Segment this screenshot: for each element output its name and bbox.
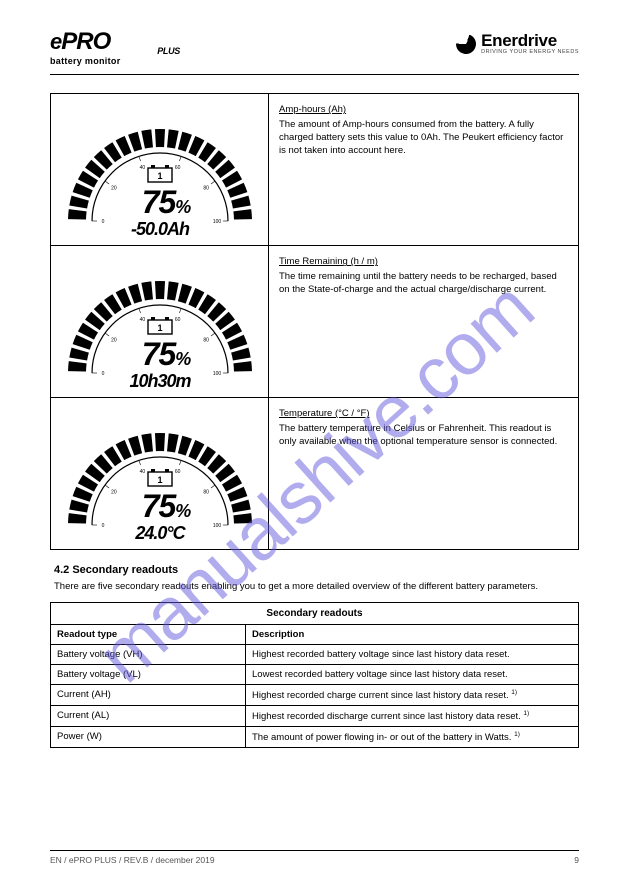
logo-right: Enerdrive DRIVING YOUR ENERGY NEEDS: [456, 32, 579, 55]
svg-text:0: 0: [101, 219, 104, 225]
page-footer: EN / ePRO PLUS / REV.B / december 2019 9: [50, 850, 579, 865]
brand-pro: PRO: [61, 28, 110, 55]
svg-text:80: 80: [203, 490, 209, 496]
svg-text:60: 60: [174, 165, 180, 171]
gauge-cell-0: 0 20 40 60 80 100 1 75%-50.0Ah: [51, 94, 269, 246]
svg-text:40: 40: [139, 317, 145, 323]
gauge-1: 0 20 40 60 80 100 1 75%10h30m: [60, 258, 260, 391]
brand-tagline: DRIVING YOUR ENERGY NEEDS: [481, 49, 579, 55]
footer-right: 9: [574, 855, 579, 865]
svg-text:40: 40: [139, 165, 145, 171]
svg-text:75%: 75%: [141, 184, 191, 220]
readtable-heading: Secondary readouts: [51, 602, 579, 624]
svg-text:75%: 75%: [141, 488, 191, 524]
page-header: ePRO PLUS battery monitor Enerdrive DRIV…: [50, 32, 579, 75]
desc-cell-2: Temperature (°C / °F) The battery temper…: [269, 398, 579, 550]
gauge-2: 0 20 40 60 80 100 1 75%24.0°C: [60, 410, 260, 543]
svg-text:0: 0: [101, 371, 104, 377]
svg-text:1: 1: [157, 323, 162, 333]
svg-text:24.0°C: 24.0°C: [134, 523, 186, 540]
svg-text:40: 40: [139, 469, 145, 475]
svg-text:80: 80: [203, 186, 209, 192]
readout-type-0: Battery voltage (VH): [51, 644, 246, 664]
footer-left: EN / ePRO PLUS / REV.B / december 2019: [50, 855, 215, 865]
brand-sub: battery monitor: [50, 56, 190, 66]
svg-text:-50.0Ah: -50.0Ah: [130, 219, 189, 236]
desc-title-2: Temperature (°C / °F): [279, 408, 568, 421]
logo-left: ePRO PLUS battery monitor: [50, 32, 190, 66]
readout-desc-4: The amount of power flowing in- or out o…: [246, 727, 579, 748]
svg-text:10h30m: 10h30m: [129, 371, 191, 388]
readout-type-4: Power (W): [51, 727, 246, 748]
svg-text:80: 80: [203, 338, 209, 344]
svg-text:60: 60: [174, 317, 180, 323]
section-title: 4.2 Secondary readouts: [54, 564, 579, 576]
svg-text:1: 1: [157, 171, 162, 181]
svg-text:20: 20: [111, 186, 117, 192]
desc-cell-0: Amp-hours (Ah) The amount of Amp-hours c…: [269, 94, 579, 246]
readout-desc-3: Highest recorded discharge current since…: [246, 705, 579, 726]
desc-cell-1: Time Remaining (h / m) The time remainin…: [269, 246, 579, 398]
desc-body-0: The amount of Amp-hours consumed from th…: [279, 119, 568, 157]
svg-text:1: 1: [157, 475, 162, 485]
svg-text:100: 100: [212, 523, 221, 529]
svg-text:100: 100: [212, 371, 221, 377]
enerdrive-swirl-icon: [453, 31, 479, 57]
desc-body-1: The time remaining until the battery nee…: [279, 271, 568, 297]
readout-type-1: Battery voltage (VL): [51, 664, 246, 684]
gauge-cell-2: 0 20 40 60 80 100 1 75%24.0°C: [51, 398, 269, 550]
readout-desc-1: Lowest recorded battery voltage since la…: [246, 664, 579, 684]
col-label-right: Description: [246, 624, 579, 644]
brand-e: e: [50, 29, 61, 54]
svg-text:20: 20: [111, 490, 117, 496]
svg-text:0: 0: [101, 523, 104, 529]
svg-text:75%: 75%: [141, 336, 191, 372]
readout-desc-0: Highest recorded battery voltage since l…: [246, 644, 579, 664]
svg-text:20: 20: [111, 338, 117, 344]
col-label-left: Readout type: [51, 624, 246, 644]
readout-type-2: Current (AH): [51, 684, 246, 705]
desc-body-2: The battery temperature in Celsius or Fa…: [279, 423, 568, 449]
section-intro: There are five secondary readouts enabli…: [54, 580, 579, 593]
secondary-readouts-table: Secondary readouts Readout type Descript…: [50, 602, 579, 748]
desc-title-1: Time Remaining (h / m): [279, 256, 568, 269]
svg-text:60: 60: [174, 469, 180, 475]
display-table: 020406080100 1 75%-50.0Ah Amp-hours (Ah)…: [50, 93, 579, 550]
gauge-0: 0 20 40 60 80 100 1 75%-50.0Ah: [60, 106, 260, 239]
readout-type-3: Current (AL): [51, 705, 246, 726]
gauge-cell-1: 0 20 40 60 80 100 1 75%10h30m: [51, 246, 269, 398]
desc-title-0: Amp-hours (Ah): [279, 104, 568, 117]
brand-right: Enerdrive: [481, 32, 579, 49]
svg-text:100: 100: [212, 219, 221, 225]
readout-desc-2: Highest recorded charge current since la…: [246, 684, 579, 705]
